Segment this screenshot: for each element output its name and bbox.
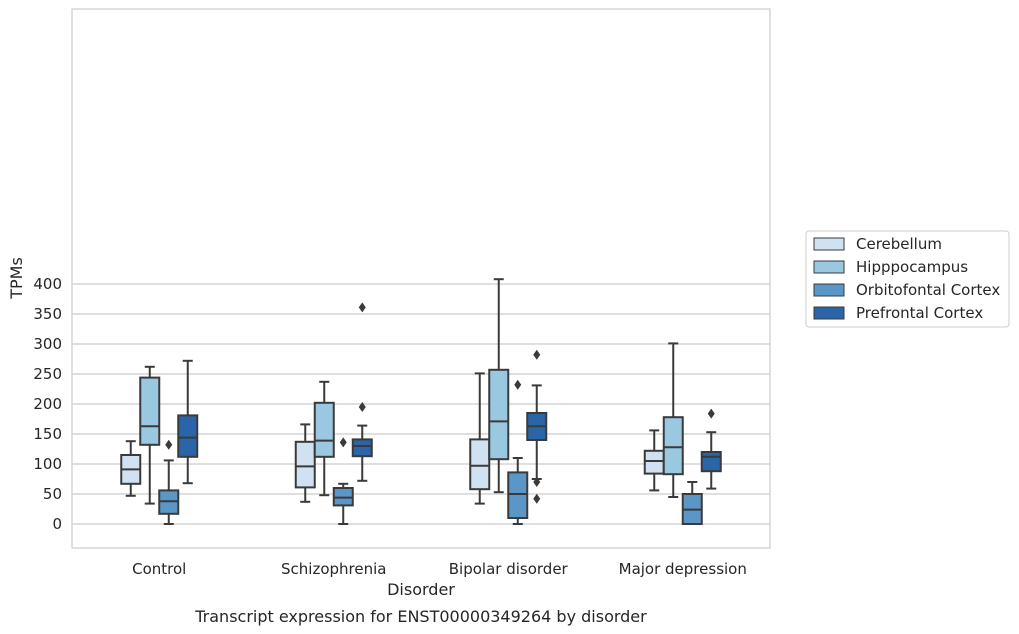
outlier-point bbox=[533, 477, 541, 487]
box-iqr bbox=[351, 438, 373, 458]
box-cerebellum-1 bbox=[294, 423, 316, 503]
x-tick-label: Schizophrenia bbox=[281, 560, 386, 578]
box-iqr bbox=[294, 440, 316, 489]
y-tick-label: 350 bbox=[33, 305, 62, 323]
y-tick-label: 50 bbox=[43, 485, 62, 503]
outlier-point bbox=[358, 302, 366, 313]
y-tick-label: 200 bbox=[33, 395, 62, 413]
box-orbitofontal-cortex-1 bbox=[332, 437, 354, 525]
box-iqr bbox=[662, 416, 684, 476]
box-prefrontal-cortex-1 bbox=[351, 302, 373, 482]
y-tick-label: 100 bbox=[33, 455, 62, 473]
outlier-point bbox=[514, 379, 522, 390]
box-hipppocampus-1 bbox=[313, 380, 335, 497]
x-tick-label: Control bbox=[132, 560, 186, 578]
box-prefrontal-cortex-0 bbox=[177, 359, 199, 485]
box-cerebellum-2 bbox=[469, 372, 491, 505]
outlier-point bbox=[165, 439, 173, 450]
box-orbitofontal-cortex-2 bbox=[507, 379, 529, 525]
box-orbitofontal-cortex-0 bbox=[158, 439, 180, 525]
outlier-point bbox=[533, 349, 541, 360]
x-tick-label: Major depression bbox=[619, 560, 747, 578]
box-orbitofontal-cortex-3 bbox=[681, 481, 703, 525]
outlier-point bbox=[533, 493, 541, 504]
y-tick-label: 300 bbox=[33, 335, 62, 353]
chart-caption: Transcript expression for ENST0000034926… bbox=[194, 607, 647, 626]
y-axis-label: TPMs bbox=[7, 257, 26, 300]
legend-swatch bbox=[813, 260, 845, 274]
gridlines bbox=[72, 283, 770, 525]
outlier-point bbox=[358, 402, 366, 412]
legend-label: Cerebellum bbox=[856, 235, 942, 253]
legend-label: Orbitofontal Cortex bbox=[856, 281, 1000, 299]
box-iqr bbox=[177, 414, 199, 458]
y-tick-label: 150 bbox=[33, 425, 62, 443]
box-hipppocampus-2 bbox=[488, 278, 510, 494]
box-prefrontal-cortex-3 bbox=[700, 408, 722, 490]
outlier-point bbox=[339, 437, 347, 448]
x-tick-label: Bipolar disorder bbox=[449, 560, 569, 578]
box-hipppocampus-3 bbox=[662, 342, 684, 498]
legend-label: Prefrontal Cortex bbox=[856, 304, 983, 322]
legend-swatch bbox=[813, 237, 845, 251]
boxes bbox=[120, 278, 722, 525]
box-iqr bbox=[488, 368, 510, 461]
y-tick-label: 0 bbox=[52, 515, 62, 533]
box-iqr bbox=[643, 449, 665, 475]
box-iqr bbox=[139, 376, 161, 446]
box-hipppocampus-0 bbox=[139, 365, 161, 505]
box-iqr bbox=[507, 471, 529, 519]
y-tick-labels: 0 50 100 150 200 250 300 350 400 bbox=[33, 275, 62, 533]
box-cerebellum-3 bbox=[643, 429, 665, 492]
y-tick-label: 400 bbox=[33, 275, 62, 293]
y-tick-label: 250 bbox=[33, 365, 62, 383]
legend-swatch bbox=[813, 283, 845, 297]
legend-swatch bbox=[813, 306, 845, 320]
box-iqr bbox=[469, 438, 491, 491]
plot-frame bbox=[71, 8, 771, 549]
x-tick-labels: Control Schizophrenia Bipolar disorder Majo… bbox=[132, 560, 747, 578]
legend-label: Hipppocampus bbox=[856, 258, 968, 276]
box-cerebellum-0 bbox=[120, 440, 142, 497]
x-axis-label: Disorder bbox=[387, 580, 455, 599]
box-iqr bbox=[700, 451, 722, 473]
box-prefrontal-cortex-2 bbox=[526, 349, 548, 504]
outlier-point bbox=[707, 408, 715, 419]
box-iqr bbox=[313, 401, 335, 458]
legend-frame bbox=[805, 230, 1010, 328]
legend: Cerebellum Hipppocampus Orbitofontal Corte… bbox=[805, 230, 1010, 328]
